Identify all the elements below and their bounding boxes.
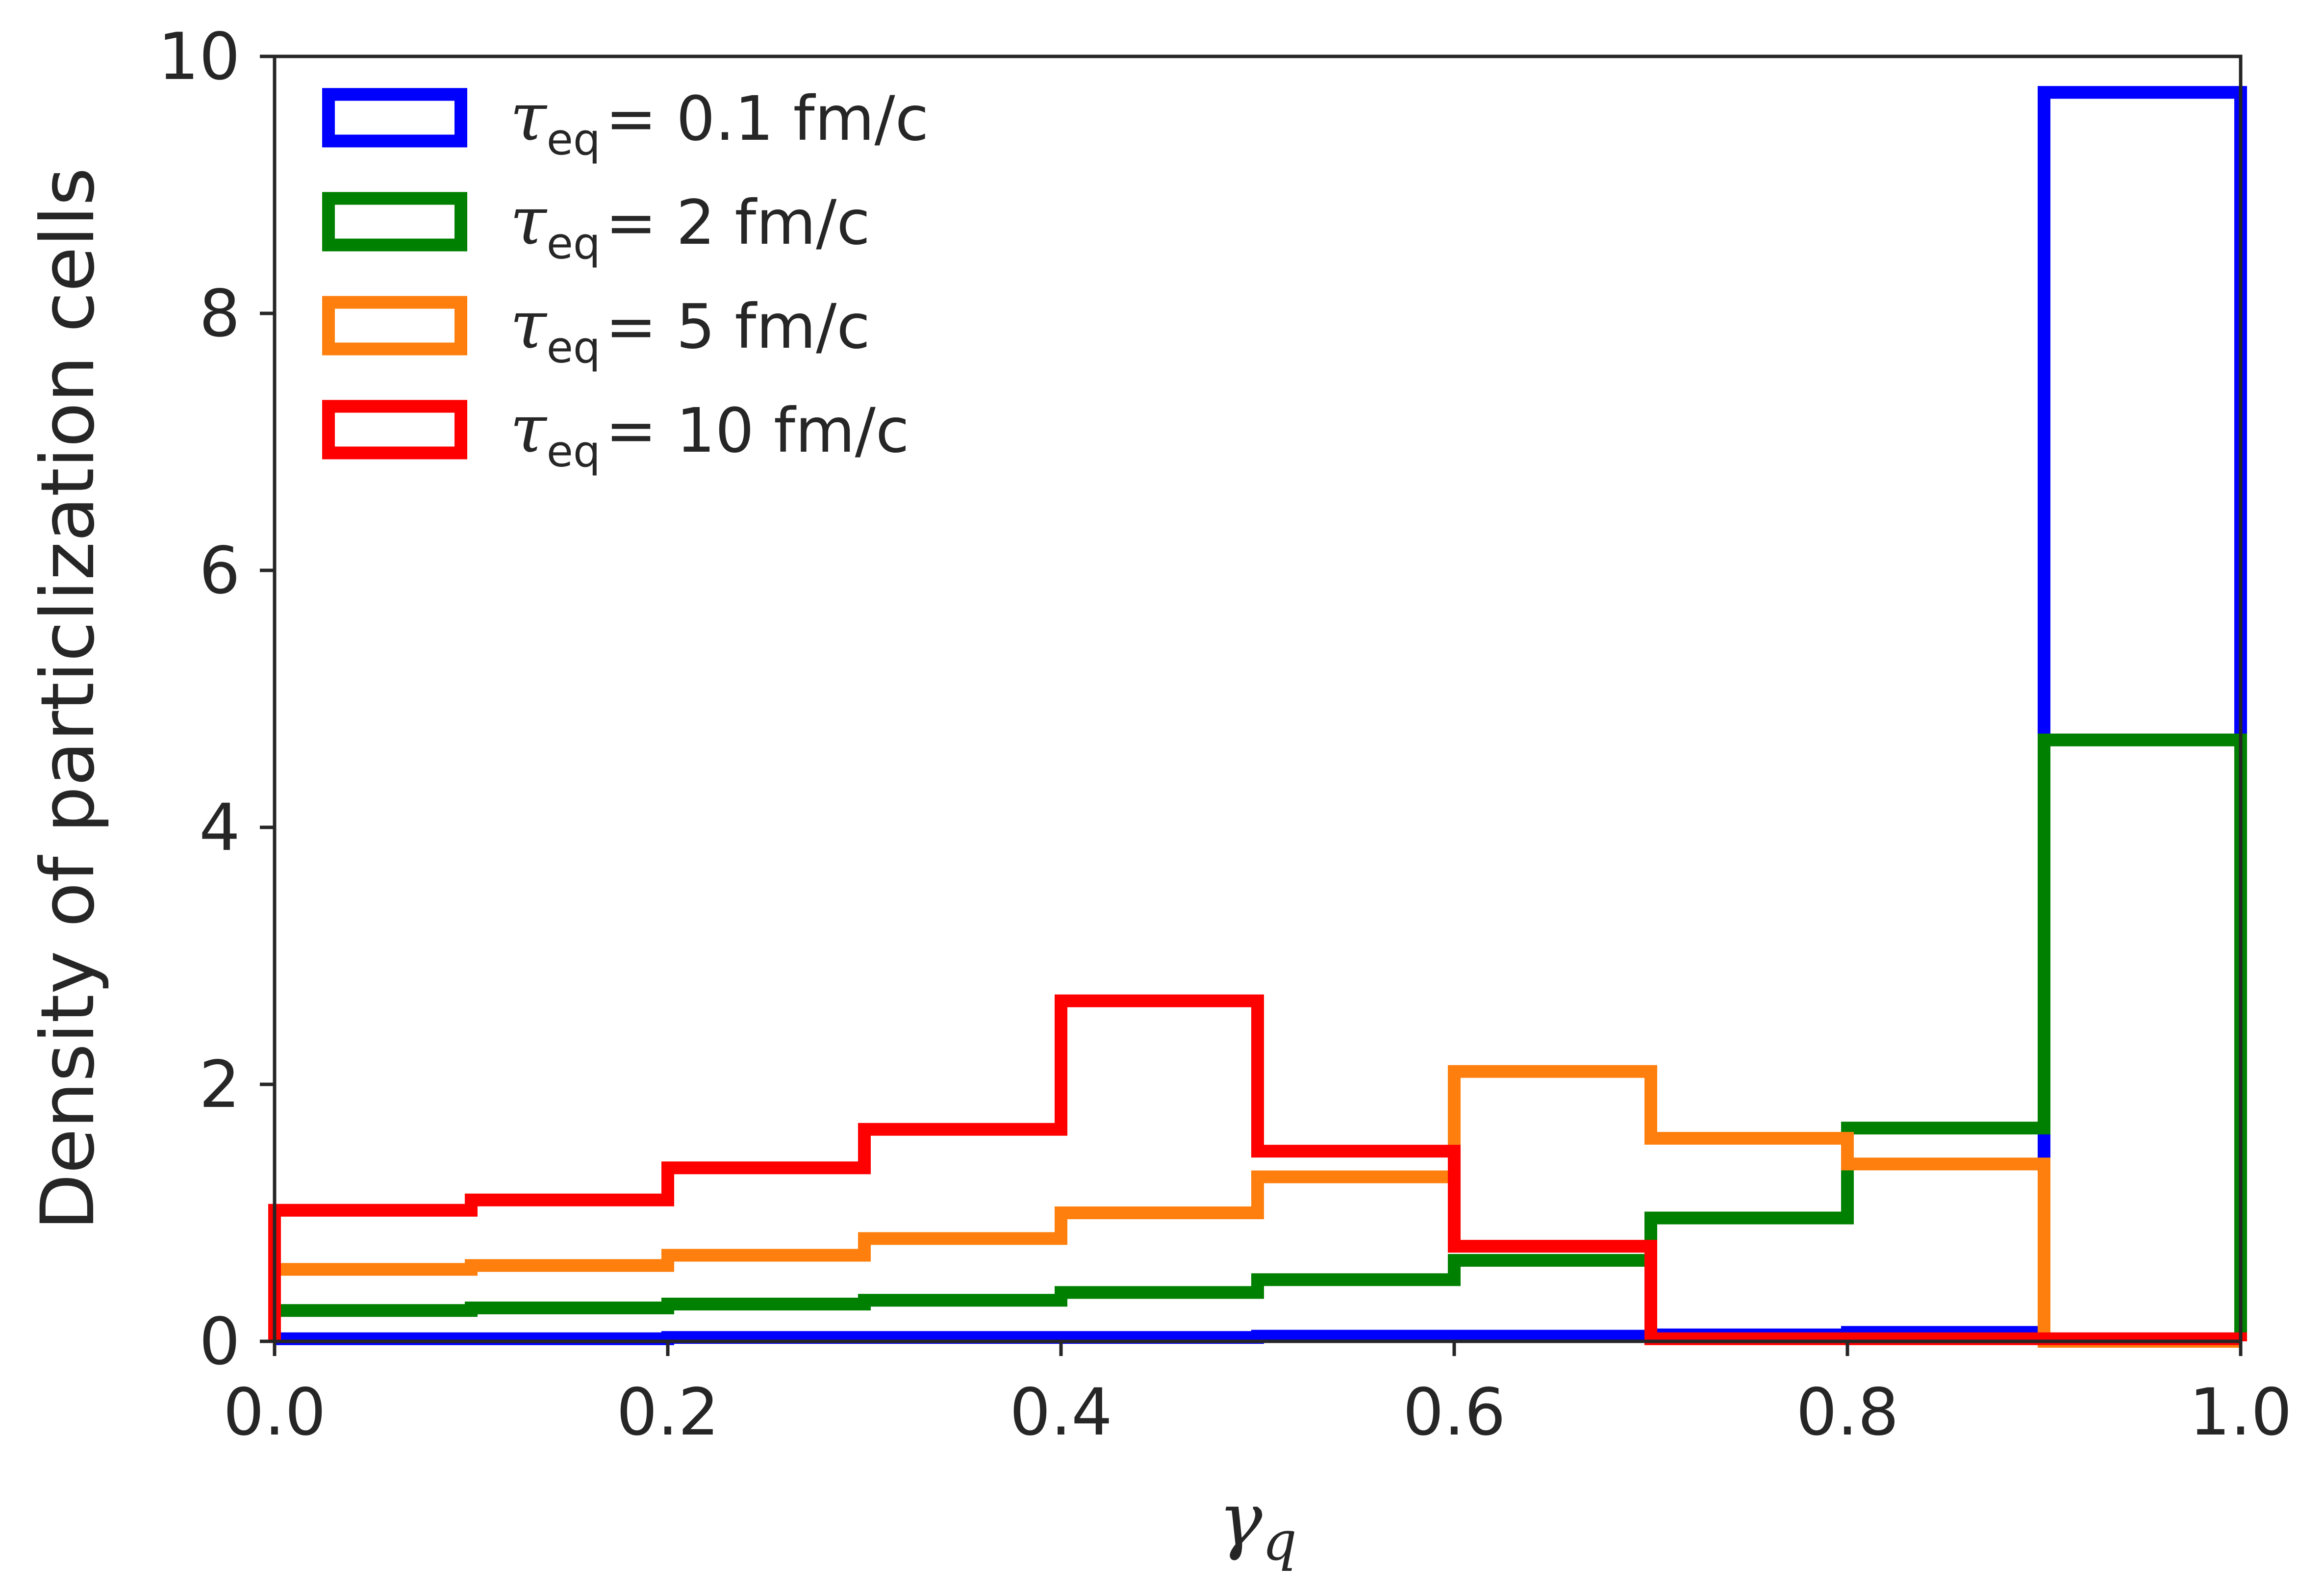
histogram-series-3 [268,1065,2241,1348]
legend-subscript: eq [547,114,601,165]
x-tick-label: 0.8 [1796,1375,1899,1450]
x-tick-label: 0.4 [1010,1375,1112,1450]
x-tick-label: 0.0 [223,1375,326,1450]
legend-value: = 2 fm/c [606,187,870,258]
x-tick-label: 1.0 [2189,1375,2292,1450]
x-axis-label-symbol: γ [1218,1477,1263,1563]
histogram-series-4 [268,994,2247,1345]
legend-subscript: eq [547,218,601,269]
y-axis-label: Density of particlization cells [25,167,111,1230]
legend-label: τeq= 5 fm/c [510,286,870,373]
legend-value: = 5 fm/c [606,291,870,362]
legend-symbol: τ [510,182,548,259]
legend-value: = 10 fm/c [606,395,909,466]
axis-ticks: 0.0 0.2 0.4 0.6 0.8 1.0 0 2 4 6 8 10 [158,19,2292,1450]
legend-swatch [322,192,467,252]
legend-symbol: τ [510,390,548,467]
legend-symbol: τ [510,78,548,155]
legend-subscript: eq [547,426,601,477]
histogram-series-2 [268,733,2247,1341]
x-axis-label: γq [1218,1477,1297,1572]
legend-swatch [322,88,467,148]
legend-symbol: τ [510,286,548,363]
series-layer [268,86,2247,1348]
legend-swatch [322,296,467,356]
legend-label: τeq= 0.1 fm/c [510,78,929,165]
legend-label: τeq= 10 fm/c [510,390,909,477]
axis-labels: γq Density of particlization cells [25,167,1297,1572]
axes-frame [273,54,2243,1343]
y-tick-label: 2 [199,1047,240,1123]
y-tick-label: 8 [199,276,240,352]
y-tick-label: 10 [158,19,240,95]
x-tick-label: 0.2 [616,1375,719,1450]
y-tick-label: 6 [199,533,240,609]
y-tick-label: 4 [199,790,240,866]
x-axis-label-subscript: q [1263,1510,1297,1572]
legend-subscript: eq [547,322,601,373]
legend-label: τeq= 2 fm/c [510,182,870,269]
legend-value: = 0.1 fm/c [606,83,929,154]
x-tick-label: 0.6 [1403,1375,1506,1450]
y-tick-label: 0 [199,1304,240,1380]
plot-frame [273,54,2243,1343]
legend-swatch [322,400,467,460]
